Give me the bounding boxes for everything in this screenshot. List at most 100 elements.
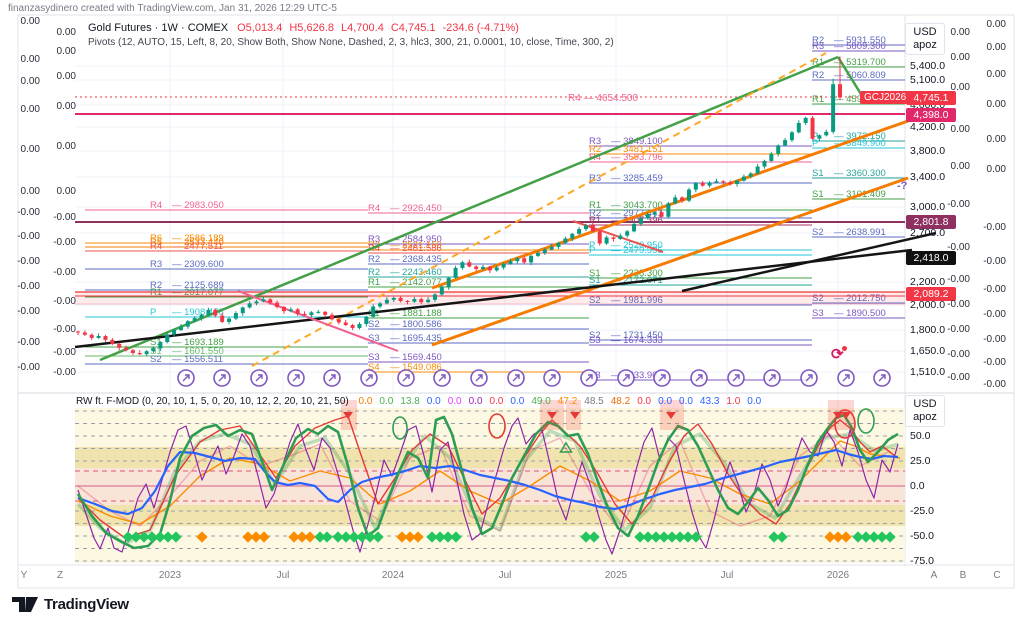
tradingview-logo[interactable]: TradingView xyxy=(12,596,129,613)
event-ellipse xyxy=(488,413,506,439)
candle-body xyxy=(124,347,129,351)
time-axis-label: Z xyxy=(56,570,64,581)
oscillator-khaki-band xyxy=(75,447,905,468)
candle-body xyxy=(659,212,664,217)
oscillator-value: 0.0 xyxy=(379,396,394,407)
candle-body xyxy=(481,266,486,269)
indicator-zero-value: -0.00 xyxy=(17,231,40,242)
chart-frame xyxy=(17,14,1015,589)
candle-body xyxy=(467,262,472,267)
indicator-zero-value: 0.00 xyxy=(20,104,40,115)
oscillator-value: 48.5 xyxy=(584,396,604,407)
ohlc-value: H5,626.8 xyxy=(289,22,335,34)
pivot-value: — 1981.996 xyxy=(611,295,663,306)
pivot-value: — 2481.586 xyxy=(390,243,442,254)
candle-body xyxy=(693,183,698,190)
candle-body xyxy=(378,303,383,307)
oscillator-series-blue xyxy=(77,448,899,516)
symbol-legend[interactable]: Gold Futures · 1W · COMEX O5,013.4 H5,626… xyxy=(88,22,526,34)
pivot-label: R2 xyxy=(368,267,380,278)
candle-body xyxy=(302,313,307,316)
indicator-zero-value: -0.00 xyxy=(17,362,40,373)
candle-body xyxy=(515,258,520,262)
arrow-up-right-icon xyxy=(878,374,886,382)
candle-body xyxy=(240,307,245,314)
candle-body xyxy=(357,324,362,328)
pivot-value: — 1695.435 xyxy=(390,333,442,344)
oscillator-value: 48.2 xyxy=(610,396,631,407)
oscillator-series-pale-pink xyxy=(77,433,891,532)
oscillator-value: 0.0 xyxy=(679,396,693,407)
candle-body xyxy=(172,330,177,335)
pivot-value: — 1569.450 xyxy=(390,352,442,363)
unit-currency: USD xyxy=(913,398,937,410)
floating-pivot-label: R4 — 4654.500 xyxy=(568,93,639,104)
ohlc-value: L4,700.4 xyxy=(341,22,384,34)
sell-signal-triangle xyxy=(547,412,557,419)
pivot-label: R3 xyxy=(150,259,162,270)
pivot-label: R5 xyxy=(150,237,162,248)
oscillator-value: 0.0 xyxy=(358,396,373,407)
pivot-label: S2 xyxy=(812,293,824,304)
candle-body xyxy=(343,322,348,326)
indicator-zero-value: -0.00 xyxy=(983,334,1006,345)
sell-signal-triangle xyxy=(833,412,843,419)
indicator-zero-value: -0.00 xyxy=(947,274,970,285)
pivot-label: R2 xyxy=(812,70,824,81)
arrow-up-right-icon xyxy=(512,374,520,382)
oscillator-values: 0.0 0.0 13.8 0.0 0.0 0.0 0.0 0.0 49.0 47.2 48.5 48.… xyxy=(359,396,769,407)
oscillator-legend[interactable]: RW ft. F-MOD (0, 20, 10, 1, 5, 0, 20, 10… xyxy=(76,396,775,407)
pivot-label: S1 xyxy=(589,268,601,279)
pivot-value: — 2977.441 xyxy=(611,208,663,219)
indicator-zero-value: -0.00 xyxy=(53,237,76,248)
indicator-zero-value: -0.00 xyxy=(17,207,40,218)
indicator-zero-value: 0.00 xyxy=(986,69,1006,80)
indicator-zero-value: 0.00 xyxy=(986,42,1006,53)
pivot-label: S3 xyxy=(589,335,601,346)
time-axis-label: C xyxy=(993,570,1001,581)
candle-body xyxy=(824,131,829,136)
pivot-label: R2 xyxy=(589,208,601,219)
pivot-value: — 5931.550 xyxy=(834,35,886,46)
trendline xyxy=(681,231,937,293)
pivots-indicator-legend[interactable]: Pivots (12, AUTO, 15, Left, 8, 20, Show … xyxy=(88,37,614,48)
pivot-label: S2 xyxy=(589,295,601,306)
pivot-value: — 1800.586 xyxy=(390,319,442,330)
indicator-zero-value: -0.00 xyxy=(947,199,970,210)
attribution-watermark: finanzasydinero created with TradingView… xyxy=(8,3,337,14)
indicator-zero-value: -0.00 xyxy=(53,212,76,223)
pivot-value: — 5060.809 xyxy=(834,70,886,81)
candle-body xyxy=(384,299,389,304)
pivot-value: — 2638.991 xyxy=(834,227,886,238)
candle-body xyxy=(227,318,232,322)
pivot-value: — 1881.188 xyxy=(390,308,442,319)
candle-body xyxy=(577,229,582,234)
pivot-label: R2 xyxy=(150,280,162,291)
pivot-value: — 1601.550 xyxy=(172,346,224,357)
indicator-zero-value: -0.00 xyxy=(53,324,76,335)
time-axis-label: B xyxy=(959,570,967,581)
pivot-value: — 1890.500 xyxy=(834,308,886,319)
oscillator-tick: -50.0 xyxy=(910,530,934,542)
arrow-up-right-icon xyxy=(695,374,703,382)
candle-body xyxy=(474,266,479,269)
pivot-value: — 3481.151 xyxy=(611,144,663,155)
candle-body xyxy=(268,299,273,303)
price-tick: 3,400.0 xyxy=(910,171,946,183)
candle-body xyxy=(110,339,115,344)
candle-body xyxy=(769,153,774,161)
pivot-value: — 1533.903 xyxy=(611,370,663,381)
question-annotation: -? xyxy=(897,180,908,192)
candle-body xyxy=(316,311,321,313)
indicator-zero-value: 0.00 xyxy=(950,124,970,135)
indicator-zero-value: 0.00 xyxy=(56,101,76,112)
indicator-zero-value: 0.00 xyxy=(20,76,40,87)
refresh-cycle-icon[interactable]: ⟳ xyxy=(831,346,847,362)
candle-body xyxy=(707,182,712,186)
oscillator-value: 0.0 xyxy=(426,396,441,407)
pivot-label: S2 xyxy=(812,227,824,238)
pivot-value: — 2926.450 xyxy=(390,203,442,214)
sell-signal-triangle xyxy=(666,412,676,419)
candle-body xyxy=(796,122,801,133)
